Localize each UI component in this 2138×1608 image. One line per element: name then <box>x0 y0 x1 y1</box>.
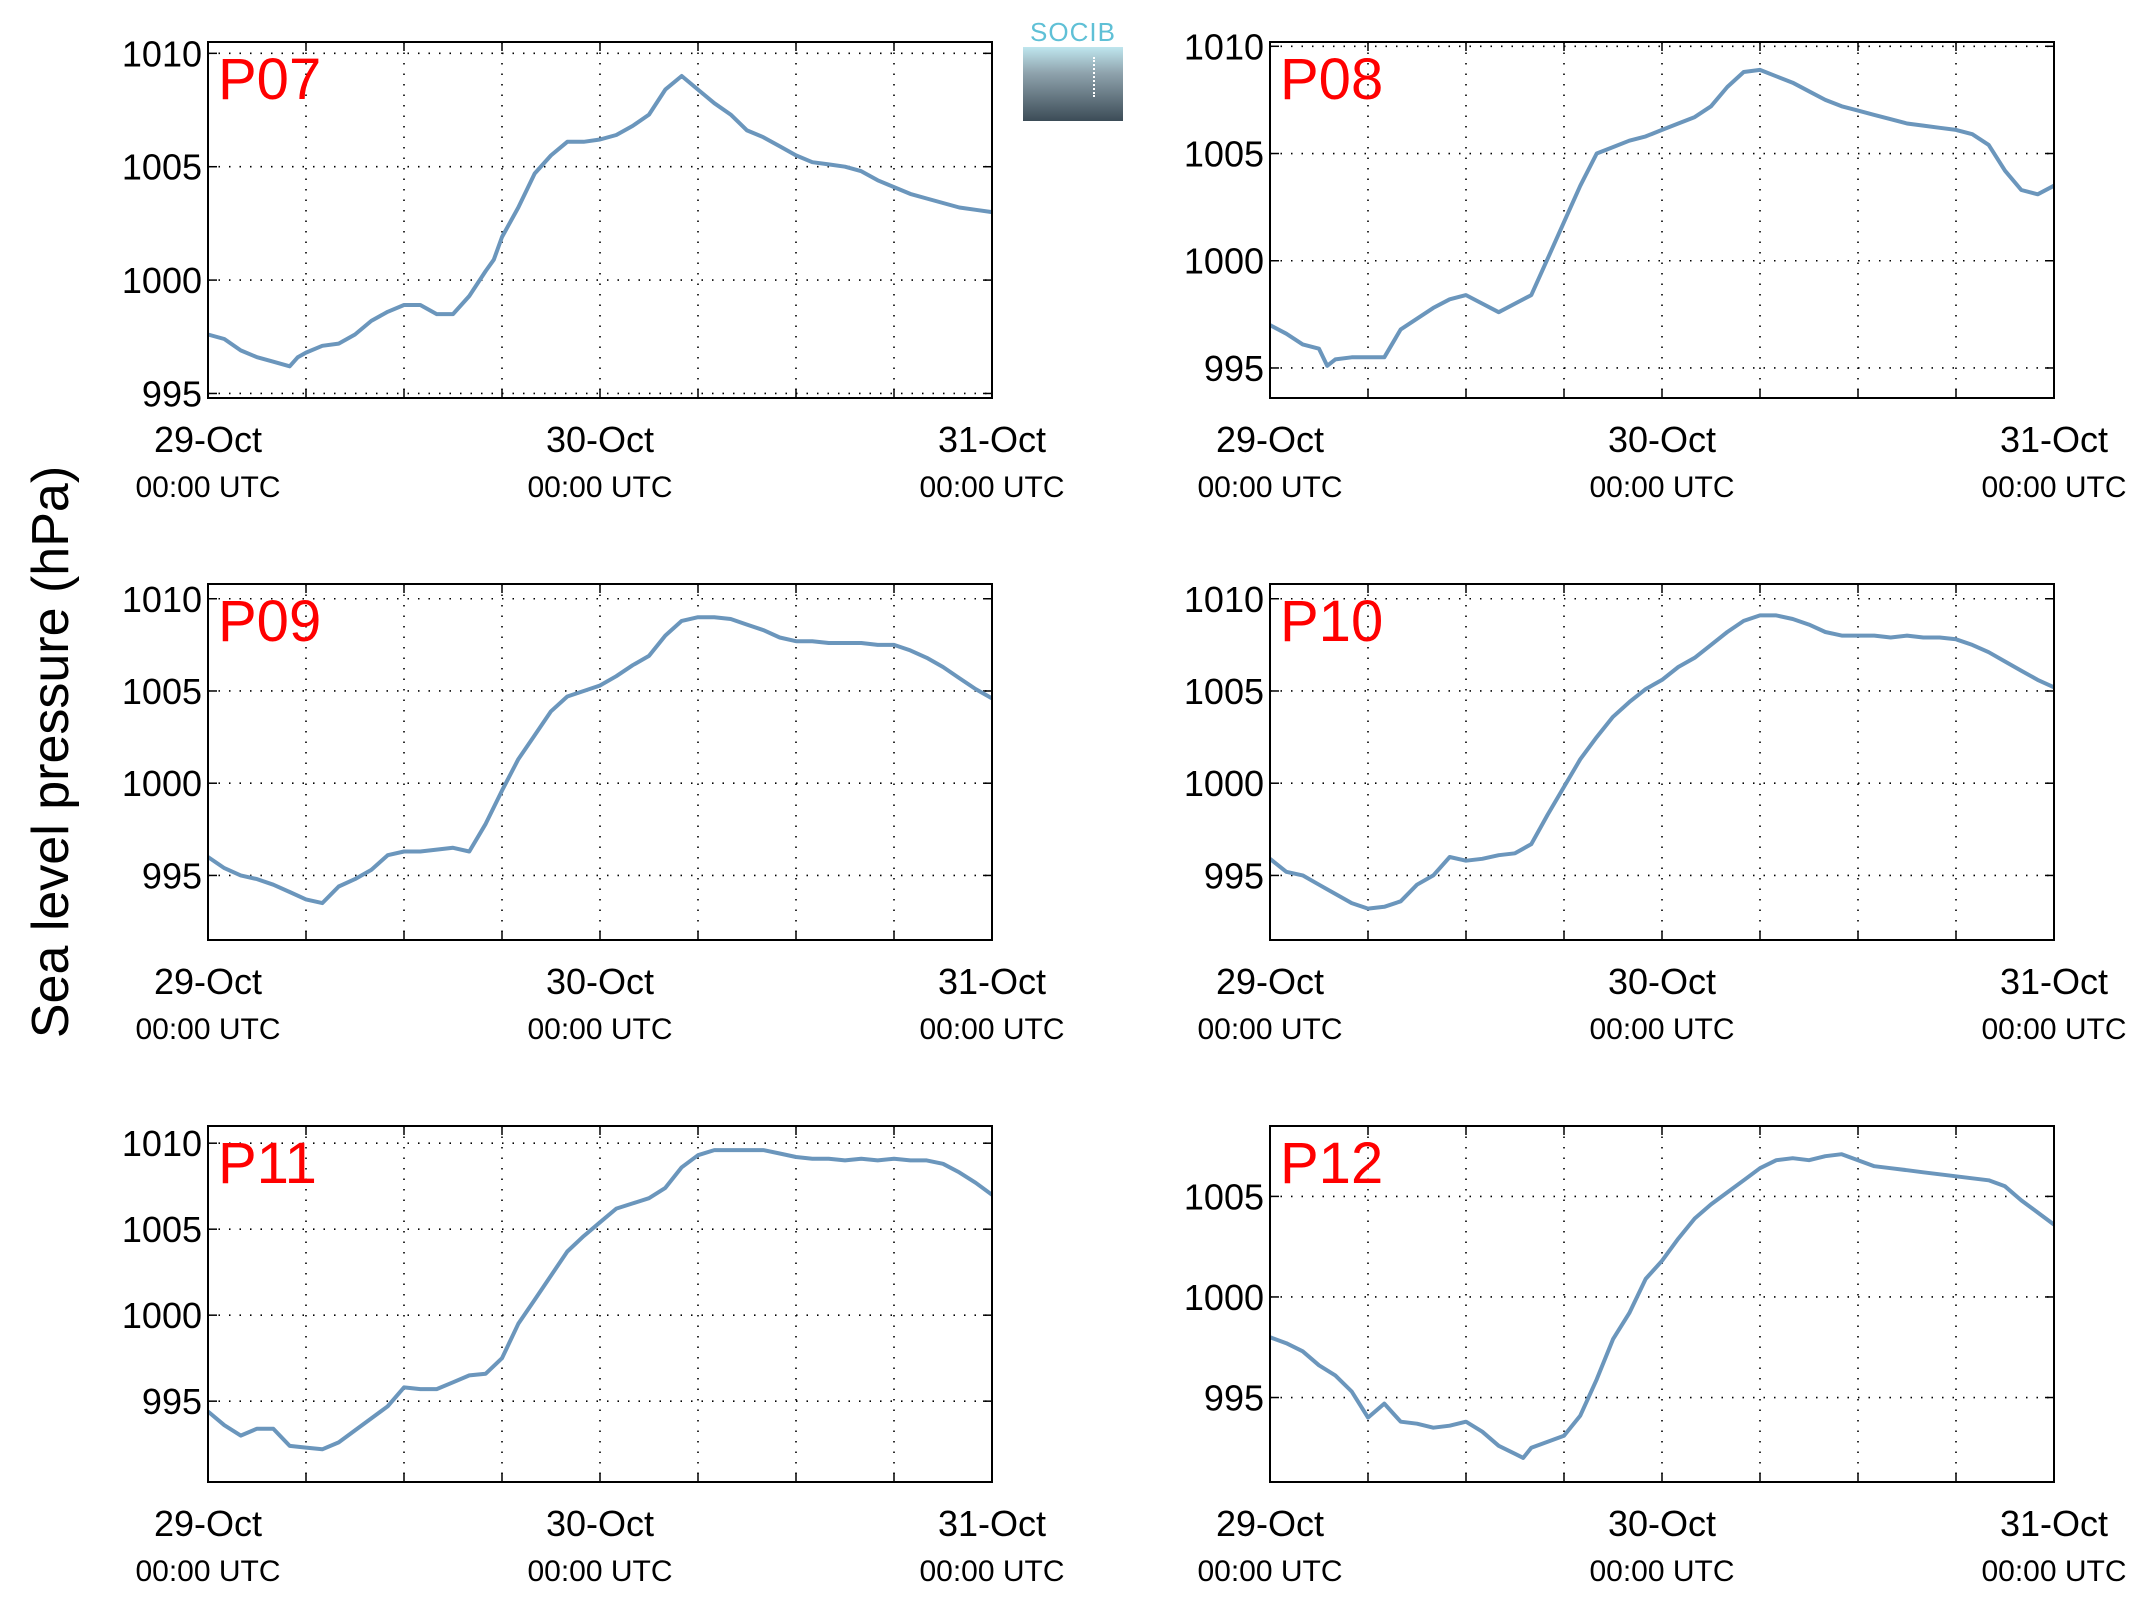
x-tick-label-date: 31-Oct <box>938 419 1046 460</box>
x-tick-label-time: 00:00 UTC <box>527 1555 672 1588</box>
panel-p09: 995 1000 1005 1010 29-Oct 00:00 UTC 30-Oct 00:0… <box>122 579 1065 1046</box>
panel-title: P11 <box>218 1131 317 1196</box>
plot-frame <box>207 1125 993 1483</box>
y-tick-label: 995 <box>1204 1378 1264 1419</box>
plot-frame <box>207 583 993 941</box>
y-tick-label: 995 <box>142 1381 202 1422</box>
y-tick-label: 1005 <box>1184 1176 1264 1217</box>
x-tick-label-time: 00:00 UTC <box>1197 1013 1342 1046</box>
x-tick-label-date: 29-Oct <box>1216 419 1324 460</box>
y-tick-label: 1010 <box>122 33 202 74</box>
y-tick-label: 1005 <box>122 671 202 712</box>
panel-title: P12 <box>1280 1131 1383 1196</box>
x-tick-label-time: 00:00 UTC <box>1589 1013 1734 1046</box>
y-tick-label: 1000 <box>1184 241 1264 282</box>
y-axis-label: Sea level pressure (hPa) <box>22 466 80 1038</box>
x-tick-label-time: 00:00 UTC <box>1197 1555 1342 1588</box>
x-tick-label-time: 00:00 UTC <box>527 471 672 504</box>
x-tick-label-date: 30-Oct <box>546 419 654 460</box>
x-tick-label-time: 00:00 UTC <box>135 1555 280 1588</box>
y-tick-label: 1005 <box>122 1209 202 1250</box>
x-tick-label-time: 00:00 UTC <box>527 1013 672 1046</box>
x-tick-label-time: 00:00 UTC <box>1981 471 2126 504</box>
plot-frame <box>207 41 993 399</box>
y-tick-label: 1010 <box>122 1123 202 1164</box>
pressure-series-line <box>207 74 993 369</box>
panel-p08: 995 1000 1005 1010 29-Oct 00:00 UTC 30-Oct 00:0… <box>1184 26 2127 504</box>
y-tick-label: 1010 <box>122 579 202 620</box>
panel-title: P07 <box>218 47 321 112</box>
x-tick-label-date: 31-Oct <box>2000 961 2108 1002</box>
panel-title: P09 <box>218 589 321 654</box>
x-tick-label-date: 29-Oct <box>154 1503 262 1544</box>
logo-wordmark: SOCIB <box>1030 17 1116 47</box>
logo-graphic <box>1023 47 1123 121</box>
x-tick-label-date: 31-Oct <box>938 961 1046 1002</box>
x-tick-label-date: 30-Oct <box>546 961 654 1002</box>
y-tick-label: 1000 <box>122 260 202 301</box>
pressure-series-line <box>206 615 993 906</box>
x-tick-label-time: 00:00 UTC <box>1589 471 1734 504</box>
plot-frame <box>1269 41 2055 399</box>
y-tick-label: 995 <box>142 855 202 896</box>
panel-p11: 995 1000 1005 1010 29-Oct 00:00 UTC 30-Oct 00:0… <box>122 1123 1065 1588</box>
y-tick-label: 1010 <box>1184 26 1264 67</box>
x-tick-label-time: 00:00 UTC <box>135 1013 280 1046</box>
y-tick-label: 1000 <box>1184 763 1264 804</box>
x-tick-label-date: 30-Oct <box>1608 961 1716 1002</box>
x-tick-label-time: 00:00 UTC <box>135 471 280 504</box>
panels-group: 995 1000 1005 1010 29-Oct 00:00 UTC 30-Oct 00:0… <box>122 26 2127 1588</box>
x-tick-label-date: 29-Oct <box>154 419 262 460</box>
x-tick-label-time: 00:00 UTC <box>919 1013 1064 1046</box>
y-tick-label: 1000 <box>122 763 202 804</box>
socib-logo: SOCIB <box>1023 17 1123 121</box>
x-tick-label-date: 29-Oct <box>1216 1503 1324 1544</box>
x-tick-label-date: 31-Oct <box>2000 419 2108 460</box>
x-tick-label-time: 00:00 UTC <box>1589 1555 1734 1588</box>
pressure-series-line <box>1269 1152 2056 1460</box>
y-tick-label: 1005 <box>122 147 202 188</box>
x-tick-label-time: 00:00 UTC <box>1197 471 1342 504</box>
x-tick-label-time: 00:00 UTC <box>919 1555 1064 1588</box>
y-tick-label: 995 <box>1204 855 1264 896</box>
plot-frame <box>1269 1125 2055 1483</box>
x-tick-label-date: 31-Oct <box>2000 1503 2108 1544</box>
x-tick-label-time: 00:00 UTC <box>919 471 1064 504</box>
y-tick-label: 1005 <box>1184 671 1264 712</box>
y-tick-label: 1000 <box>122 1295 202 1336</box>
panel-p07: 995 1000 1005 1010 29-Oct 00:00 UTC 30-Oct 00:0… <box>122 33 1065 504</box>
y-tick-label: 995 <box>142 373 202 414</box>
x-tick-label-date: 30-Oct <box>1608 1503 1716 1544</box>
panel-p10: 995 1000 1005 1010 29-Oct 00:00 UTC 30-Oct 00:0… <box>1184 579 2127 1046</box>
x-tick-label-date: 29-Oct <box>1216 961 1324 1002</box>
pressure-series-line <box>1268 613 2055 911</box>
x-tick-label-time: 00:00 UTC <box>1981 1555 2126 1588</box>
x-tick-label-time: 00:00 UTC <box>1981 1013 2126 1046</box>
y-tick-label: 1010 <box>1184 579 1264 620</box>
x-tick-label-date: 30-Oct <box>1608 419 1716 460</box>
panel-title: P10 <box>1280 589 1383 654</box>
plot-frame <box>1269 583 2055 941</box>
pressure-series-line <box>1269 67 2055 368</box>
x-tick-label-date: 30-Oct <box>546 1503 654 1544</box>
pressure-series-line <box>206 1148 994 1452</box>
panel-p12: 995 1000 1005 29-Oct 00:00 UTC 30-Oct 00:00 UT… <box>1184 1125 2127 1588</box>
y-tick-label: 995 <box>1204 348 1264 389</box>
x-tick-label-date: 29-Oct <box>154 961 262 1002</box>
y-tick-label: 1005 <box>1184 134 1264 175</box>
panel-title: P08 <box>1280 47 1383 112</box>
y-tick-label: 1000 <box>1184 1277 1264 1318</box>
x-tick-label-date: 31-Oct <box>938 1503 1046 1544</box>
